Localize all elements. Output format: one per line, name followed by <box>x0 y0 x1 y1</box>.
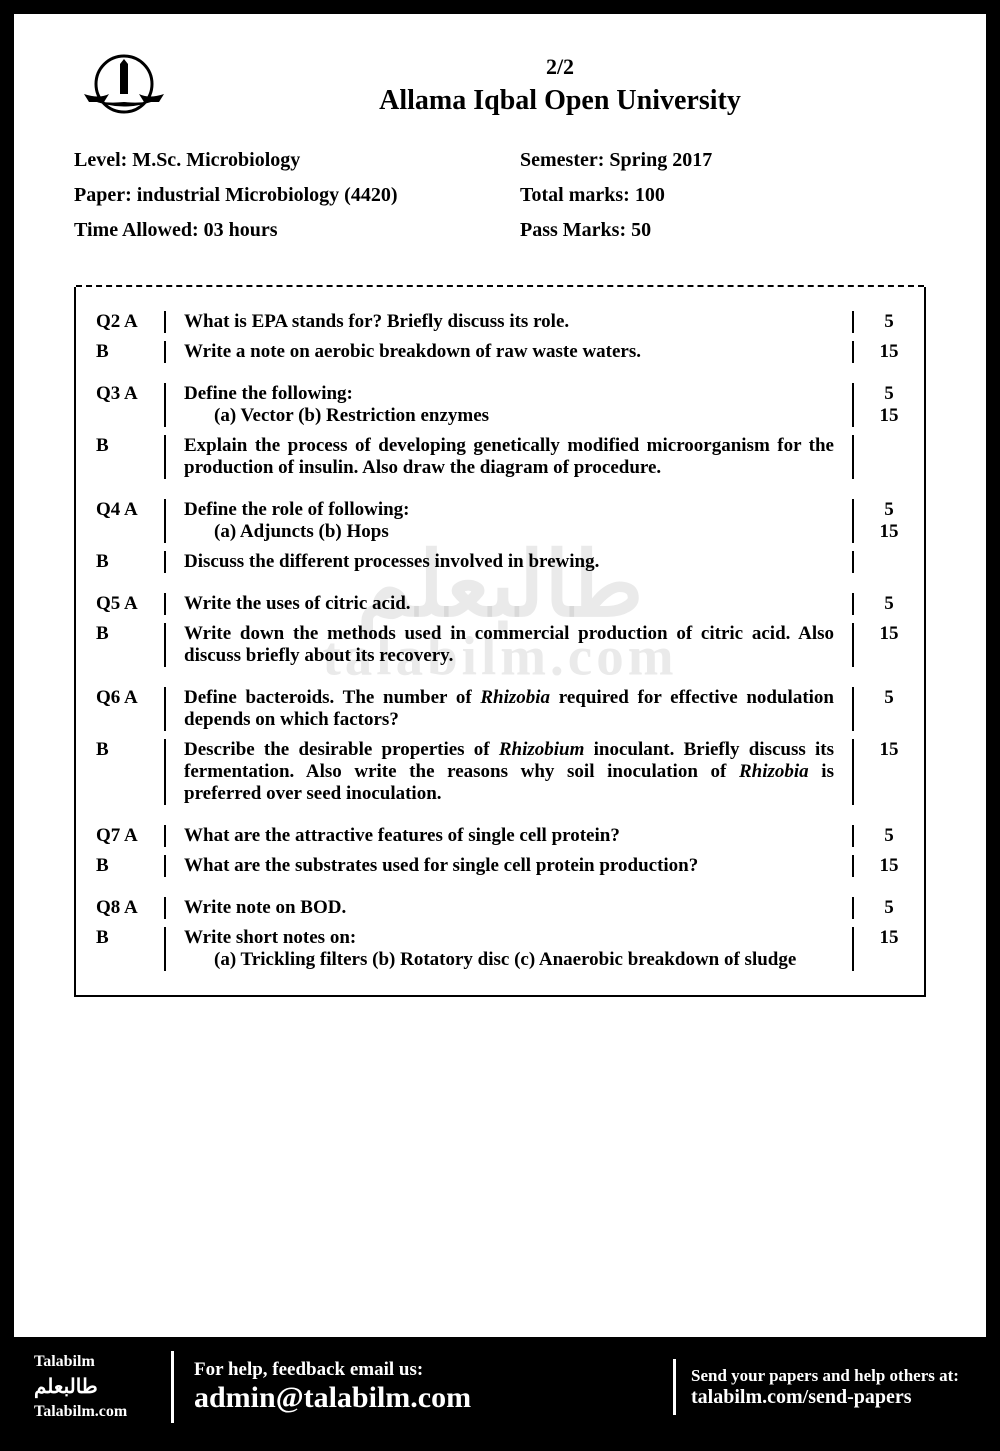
question-row: BDiscuss the different processes involve… <box>76 547 924 577</box>
question-row: Q8 AWrite note on BOD.5 <box>76 893 924 923</box>
question-subtext: (a) Adjuncts (b) Hops <box>184 521 834 543</box>
question-text: What is EPA stands for? Briefly discuss … <box>166 311 854 333</box>
question-marks: 15 <box>854 739 924 805</box>
total-marks-label: Total marks: 100 <box>520 184 926 207</box>
footer-brand-url: Talabilm.com <box>34 1401 156 1423</box>
question-marks: 15 <box>854 341 924 363</box>
question-text: Write the uses of citric acid. <box>166 593 854 615</box>
footer-send-label: Send your papers and help others at: <box>691 1366 966 1386</box>
paper-label: Paper: industrial Microbiology (4420) <box>74 184 480 207</box>
page-number: 2/2 <box>194 54 926 80</box>
footer-mid: For help, feedback email us: admin@talab… <box>174 1359 676 1415</box>
header-center: 2/2 Allama Iqbal Open University <box>194 44 926 117</box>
question-label: B <box>76 927 166 971</box>
question-marks: 15 <box>854 855 924 877</box>
footer-send-url: talabilm.com/send-papers <box>691 1386 966 1409</box>
info-grid: Level: M.Sc. Microbiology Semester: Spri… <box>74 149 926 242</box>
question-row: Q6 ADefine bacteroids. The number of Rhi… <box>76 683 924 735</box>
question-label: B <box>76 341 166 363</box>
footer-right: Send your papers and help others at: tal… <box>676 1366 966 1409</box>
question-text: Write short notes on:(a) Trickling filte… <box>166 927 854 971</box>
footer-brand-en: Talabilm <box>34 1351 156 1373</box>
footer: Talabilm طالبعلم Talabilm.com For help, … <box>14 1337 986 1437</box>
question-label: Q7 A <box>76 825 166 847</box>
question-row: Q3 ADefine the following:(a) Vector (b) … <box>76 379 924 431</box>
question-text: Write note on BOD. <box>166 897 854 919</box>
question-text: Discuss the different processes involved… <box>166 551 854 573</box>
question-row: Q2 AWhat is EPA stands for? Briefly disc… <box>76 307 924 337</box>
footer-brand-arabic: طالبعلم <box>34 1373 156 1401</box>
question-marks: 5 <box>854 897 924 919</box>
question-row: BWrite a note on aerobic breakdown of ra… <box>76 337 924 367</box>
question-marks: 5 <box>854 687 924 731</box>
header-row: 2/2 Allama Iqbal Open University <box>74 44 926 124</box>
question-label: Q2 A <box>76 311 166 333</box>
question-row: Q5 AWrite the uses of citric acid.5 <box>76 589 924 619</box>
question-label: Q4 A <box>76 499 166 543</box>
question-marks: 515 <box>854 383 924 427</box>
question-label: Q5 A <box>76 593 166 615</box>
question-block: Q6 ADefine bacteroids. The number of Rhi… <box>76 671 924 809</box>
question-label: B <box>76 551 166 573</box>
question-marks: 15 <box>854 927 924 971</box>
question-label: B <box>76 855 166 877</box>
level-label: Level: M.Sc. Microbiology <box>74 149 480 172</box>
university-name: Allama Iqbal Open University <box>194 85 926 117</box>
question-text: Write a note on aerobic breakdown of raw… <box>166 341 854 363</box>
question-row: Q4 ADefine the role of following:(a) Adj… <box>76 495 924 547</box>
question-label: Q3 A <box>76 383 166 427</box>
questions-wrapper: طالبعلم talabilm.com Q2 AWhat is EPA sta… <box>74 287 926 997</box>
question-subtext: (a) Vector (b) Restriction enzymes <box>184 405 834 427</box>
question-text: Define the role of following:(a) Adjunct… <box>166 499 854 543</box>
question-text: Write down the methods used in commercia… <box>166 623 854 667</box>
question-text: Explain the process of developing geneti… <box>166 435 854 479</box>
university-logo-icon <box>74 44 174 124</box>
question-block: Q5 AWrite the uses of citric acid.5BWrit… <box>76 577 924 671</box>
question-marks: 5 <box>854 593 924 615</box>
footer-email: admin@talabilm.com <box>194 1381 653 1415</box>
footer-help-label: For help, feedback email us: <box>194 1359 653 1381</box>
questions-table: Q2 AWhat is EPA stands for? Briefly disc… <box>74 287 926 997</box>
question-row: BDescribe the desirable properties of Rh… <box>76 735 924 809</box>
question-subtext: (a) Trickling filters (b) Rotatory disc … <box>184 949 834 971</box>
question-block: Q2 AWhat is EPA stands for? Briefly disc… <box>76 287 924 367</box>
question-row: BWrite short notes on:(a) Trickling filt… <box>76 923 924 975</box>
question-row: BExplain the process of developing genet… <box>76 431 924 483</box>
question-marks <box>854 551 924 573</box>
question-text: What are the substrates used for single … <box>166 855 854 877</box>
question-block: Q7 AWhat are the attractive features of … <box>76 809 924 881</box>
question-text: Describe the desirable properties of Rhi… <box>166 739 854 805</box>
page-content: 2/2 Allama Iqbal Open University Level: … <box>14 14 986 1337</box>
pass-marks-label: Pass Marks: 50 <box>520 219 926 242</box>
question-label: Q6 A <box>76 687 166 731</box>
question-text: What are the attractive features of sing… <box>166 825 854 847</box>
question-row: BWhat are the substrates used for single… <box>76 851 924 881</box>
footer-left: Talabilm طالبعلم Talabilm.com <box>34 1351 174 1424</box>
question-marks: 515 <box>854 499 924 543</box>
question-block: Q3 ADefine the following:(a) Vector (b) … <box>76 367 924 483</box>
question-block: Q8 AWrite note on BOD.5BWrite short note… <box>76 881 924 995</box>
question-text: Define the following:(a) Vector (b) Rest… <box>166 383 854 427</box>
question-text: Define bacteroids. The number of Rhizobi… <box>166 687 854 731</box>
semester-label: Semester: Spring 2017 <box>520 149 926 172</box>
time-label: Time Allowed: 03 hours <box>74 219 480 242</box>
question-row: BWrite down the methods used in commerci… <box>76 619 924 671</box>
question-marks: 5 <box>854 311 924 333</box>
question-marks: 5 <box>854 825 924 847</box>
question-label: B <box>76 623 166 667</box>
question-block: Q4 ADefine the role of following:(a) Adj… <box>76 483 924 577</box>
question-label: Q8 A <box>76 897 166 919</box>
question-row: Q7 AWhat are the attractive features of … <box>76 821 924 851</box>
question-label: B <box>76 435 166 479</box>
document-frame: 2/2 Allama Iqbal Open University Level: … <box>0 0 1000 1451</box>
question-label: B <box>76 739 166 805</box>
question-marks <box>854 435 924 479</box>
question-marks: 15 <box>854 623 924 667</box>
